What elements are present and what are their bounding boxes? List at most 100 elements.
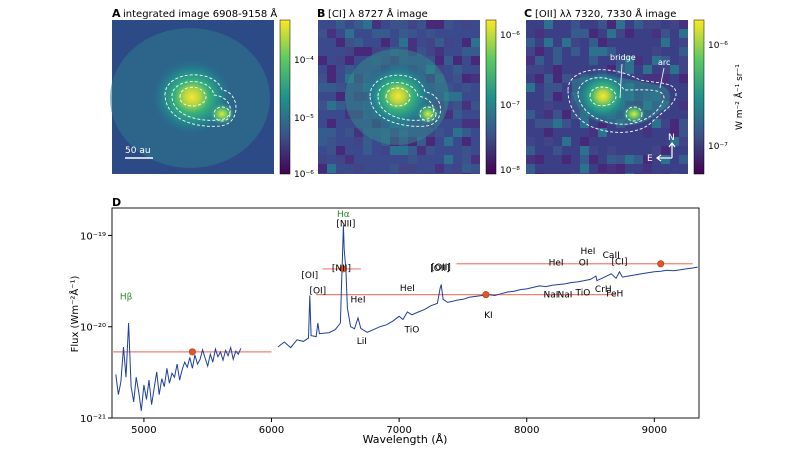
noise-pixel	[652, 119, 661, 128]
noise-pixel	[462, 155, 471, 164]
noise-pixel	[336, 20, 345, 29]
noise-pixel	[661, 65, 670, 74]
spectrum-y-axis-label: Flux (Wm⁻²Å⁻¹)	[68, 275, 81, 352]
line-label-16: TiO	[574, 288, 590, 298]
line-label-5: [OI]	[309, 287, 326, 297]
panel-c-bridge-label: bridge	[610, 53, 636, 62]
noise-pixel	[526, 38, 535, 47]
noise-pixel	[318, 83, 327, 92]
noise-pixel	[607, 146, 616, 155]
noise-pixel	[345, 29, 354, 38]
noise-pixel	[390, 146, 399, 155]
noise-pixel	[643, 74, 652, 83]
noise-pixel	[670, 128, 679, 137]
line-label-6: HeI	[351, 295, 366, 305]
noise-pixel	[390, 20, 399, 29]
noise-pixel	[345, 155, 354, 164]
noise-pixel	[625, 29, 634, 38]
noise-pixel	[535, 74, 544, 83]
noise-pixel	[354, 47, 363, 56]
spectrum-line-1	[277, 225, 698, 349]
noise-pixel	[327, 137, 336, 146]
noise-pixel	[535, 29, 544, 38]
noise-pixel	[652, 146, 661, 155]
x-tick-label-1: 6000	[259, 425, 284, 436]
noise-pixel	[526, 47, 535, 56]
noise-pixel	[453, 65, 462, 74]
noise-pixel	[354, 38, 363, 47]
noise-pixel	[381, 38, 390, 47]
noise-pixel	[616, 20, 625, 29]
line-label-10: [OII]	[430, 264, 449, 274]
noise-pixel	[625, 56, 634, 65]
noise-pixel	[580, 173, 589, 174]
noise-pixel	[408, 146, 417, 155]
noise-pixel	[444, 20, 453, 29]
noise-pixel	[435, 38, 444, 47]
panel-b-letter: B	[317, 7, 325, 20]
noise-pixel	[471, 101, 480, 110]
panel-c-arc-label: arc	[658, 58, 670, 67]
noise-pixel	[580, 137, 589, 146]
noise-pixel	[444, 110, 453, 119]
noise-pixel	[562, 74, 571, 83]
noise-pixel	[462, 173, 471, 174]
panel-a-colorbar	[279, 19, 291, 175]
noise-pixel	[471, 74, 480, 83]
noise-pixel	[679, 137, 688, 146]
panel-a-scalebar-label: 50 au	[125, 146, 151, 156]
noise-pixel	[544, 101, 553, 110]
noise-pixel	[462, 128, 471, 137]
noise-pixel	[426, 146, 435, 155]
noise-pixel	[544, 92, 553, 101]
noise-pixel	[526, 65, 535, 74]
noise-pixel	[426, 38, 435, 47]
noise-pixel	[553, 146, 562, 155]
noise-pixel	[535, 56, 544, 65]
noise-pixel	[634, 56, 643, 65]
spectrum-axes-frame	[111, 207, 700, 419]
noise-pixel	[471, 119, 480, 128]
panel-a-companion	[208, 102, 236, 126]
noise-pixel	[580, 155, 589, 164]
noise-pixel	[562, 119, 571, 128]
noise-pixel	[553, 74, 562, 83]
continuum-point-3	[657, 260, 665, 268]
noise-pixel	[399, 146, 408, 155]
x-tick-label-4: 9000	[642, 425, 667, 436]
noise-pixel	[318, 128, 327, 137]
noise-pixel	[544, 74, 553, 83]
panel-a-cbar-tick-2: 10⁻⁵	[294, 114, 314, 124]
compass-north-label: N	[668, 133, 675, 143]
noise-pixel	[526, 110, 535, 119]
noise-pixel	[318, 56, 327, 65]
panel-c-colorbar	[693, 19, 705, 175]
noise-pixel	[526, 164, 535, 173]
y-tick-label-2: 10⁻¹⁹	[80, 231, 106, 242]
line-label-7: LiI	[357, 337, 367, 347]
noise-pixel	[327, 65, 336, 74]
noise-pixel	[408, 155, 417, 164]
noise-pixel	[571, 38, 580, 47]
noise-pixel	[616, 164, 625, 173]
noise-pixel	[625, 155, 634, 164]
noise-pixel	[426, 137, 435, 146]
panel-a-cbar-tick-3: 10⁻⁶	[294, 170, 314, 180]
panel-c-cbar-tick-1: 10⁻⁶	[708, 41, 728, 51]
x-tick-label-3: 8000	[514, 425, 539, 436]
noise-pixel	[408, 173, 417, 174]
noise-pixel	[616, 29, 625, 38]
noise-pixel	[679, 20, 688, 29]
noise-pixel	[535, 119, 544, 128]
noise-pixel	[408, 164, 417, 173]
noise-pixel	[318, 74, 327, 83]
noise-pixel	[318, 29, 327, 38]
continuum-point-0	[188, 348, 196, 356]
noise-pixel	[381, 146, 390, 155]
panel-b: B [CI] λ 8727 Å image 10⁻⁶ 10⁻⁷ 10⁻⁸	[317, 7, 520, 176]
noise-pixel	[435, 56, 444, 65]
line-label-20: CaII	[603, 251, 620, 261]
noise-pixel	[553, 110, 562, 119]
noise-pixel	[634, 20, 643, 29]
compass-east-label: E	[647, 154, 653, 164]
